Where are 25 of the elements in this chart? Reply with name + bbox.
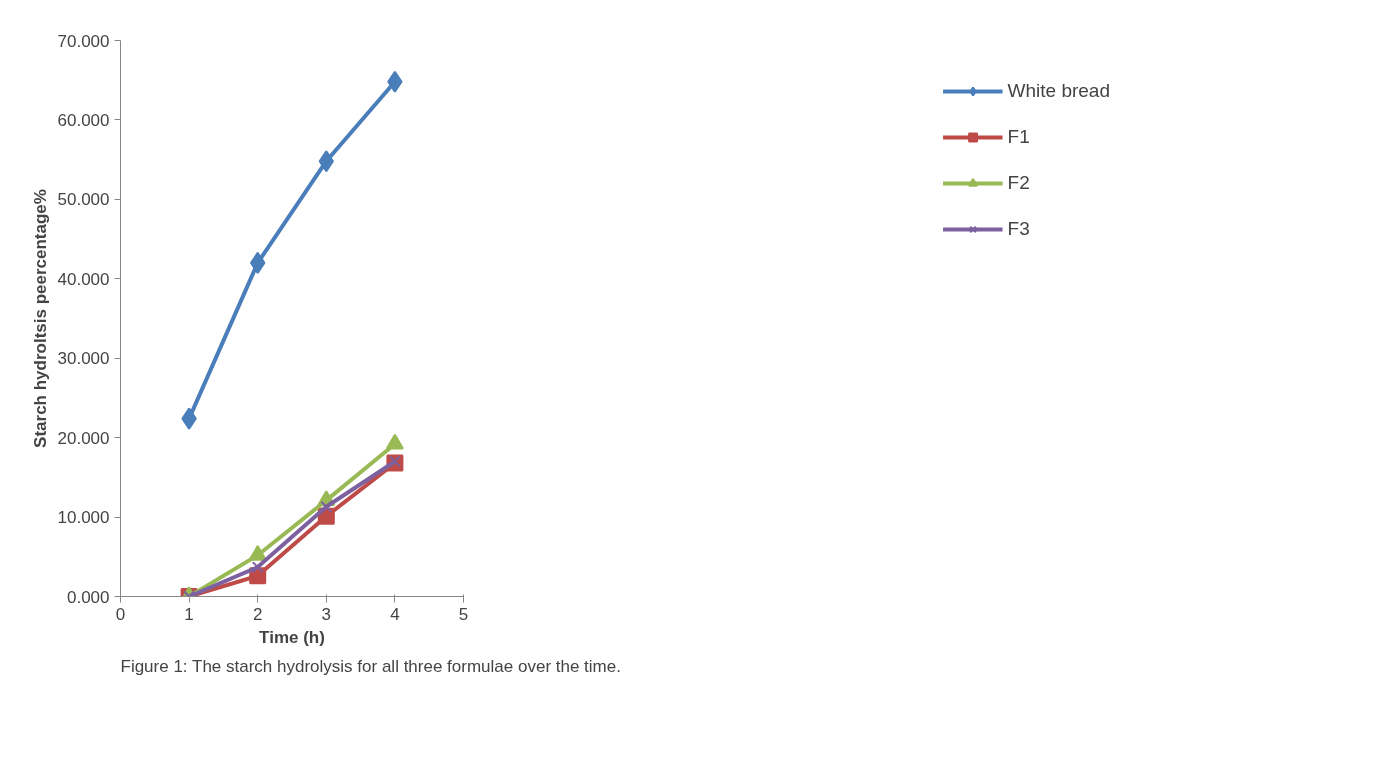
point — [385, 433, 404, 450]
legend-label: F2 — [1007, 172, 1030, 194]
legend-label: F1 — [1007, 126, 1030, 148]
y-tick-label: 50.000 — [57, 190, 110, 210]
x-tick-label: 5 — [458, 604, 469, 624]
y-tick-label: 0.000 — [66, 587, 110, 607]
y-tick-label: 30.000 — [57, 349, 110, 369]
y-tick-label: 60.000 — [57, 110, 110, 130]
point — [251, 561, 264, 574]
caption: Figure 1: The starch hydrolysis for all three formulae over the time. — [120, 656, 621, 676]
x-tick-label: 2 — [252, 604, 263, 624]
x-tick-label: 0 — [115, 604, 126, 624]
y-tick-label: 20.000 — [57, 428, 110, 448]
point — [320, 500, 333, 513]
point — [248, 544, 267, 561]
y-tick-label: 40.000 — [57, 269, 110, 289]
y-tick-label: 10.000 — [57, 508, 110, 528]
x-tick-label: 3 — [321, 604, 332, 624]
y-axis-title: Starch hydroltsis peercentage% — [30, 189, 50, 448]
x-tick-label: 4 — [390, 604, 400, 624]
legend-label: White bread — [1007, 80, 1110, 102]
x-tick-label: 1 — [184, 604, 194, 624]
legend-label: F3 — [1007, 218, 1030, 240]
y-tick-label: 70.000 — [57, 31, 110, 51]
x-axis-title: Time (h) — [259, 627, 325, 647]
